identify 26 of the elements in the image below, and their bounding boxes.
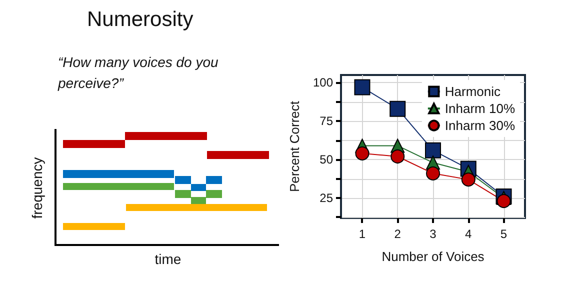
x-axis-title: Number of Voices [382, 249, 485, 264]
x-tick-label: 5 [500, 227, 508, 241]
y-tick-label: 75 [320, 114, 334, 128]
text: Numerosity [87, 8, 194, 32]
point [496, 194, 511, 208]
x-tick-label: 2 [394, 227, 402, 241]
legend-label: Inharm 10% [444, 101, 516, 116]
point [425, 142, 441, 158]
text: frequency [29, 156, 45, 220]
text: “How many voices do you perceive?” [58, 53, 220, 93]
point [390, 100, 406, 117]
x-tick-label: 1 [358, 227, 366, 241]
point [461, 172, 476, 187]
legend-label: Inharm 30% [444, 118, 516, 133]
text: time [154, 251, 182, 267]
y-tick-label: 25 [320, 191, 334, 206]
point [390, 150, 405, 164]
y-axis-title: Percent Correct [287, 100, 302, 192]
point [426, 166, 440, 180]
point [355, 146, 370, 160]
legend-label: Harmonic [444, 84, 502, 99]
y-tick-label: 50 [320, 152, 334, 167]
x-tick-label: 4 [465, 227, 472, 241]
point [354, 79, 370, 96]
x-tick-label: 3 [430, 227, 437, 241]
y-tick-label: 100 [312, 76, 334, 90]
